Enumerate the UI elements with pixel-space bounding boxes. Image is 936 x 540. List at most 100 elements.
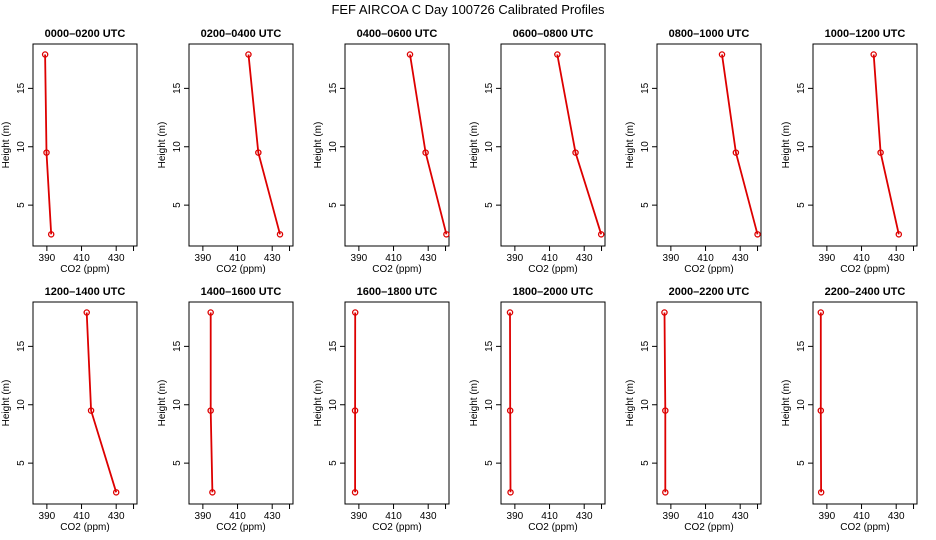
y-tick-label: 15: [16, 340, 27, 352]
plot-frame: [32, 43, 138, 247]
y-tick-label: 5: [484, 460, 495, 466]
data-point: [422, 149, 429, 156]
data-point: [43, 149, 50, 156]
data-point: [47, 231, 55, 238]
y-axis-label: Height (m): [469, 380, 480, 427]
data-point: [754, 231, 761, 238]
data-point: [506, 309, 514, 316]
data-point: [112, 489, 120, 496]
panel-title: 1000–1200 UTC: [825, 28, 906, 40]
x-tick-label: 430: [264, 511, 281, 522]
x-tick-label: 430: [732, 511, 749, 522]
y-tick-label: 5: [16, 460, 27, 466]
y-tick-label: 10: [484, 399, 495, 411]
x-tick-label: 430: [420, 511, 437, 522]
profile-line: [556, 54, 603, 235]
x-tick-label: 410: [853, 511, 870, 522]
x-tick-label: 430: [888, 253, 905, 264]
plot-frame: [656, 301, 762, 505]
plot-frame: [812, 43, 918, 247]
profile-line: [663, 312, 667, 493]
profile-line: [509, 312, 512, 493]
data-point: [732, 149, 740, 156]
x-tick-label: 410: [73, 253, 90, 264]
plot-frame: [32, 301, 138, 505]
panel-title: 0000–0200 UTC: [45, 28, 126, 40]
x-tick-label: 430: [108, 511, 125, 522]
panel-title: 2200–2400 UTC: [825, 286, 906, 298]
y-tick-label: 5: [172, 460, 183, 466]
data-point: [207, 309, 214, 316]
x-tick-label: 430: [732, 253, 749, 264]
panel-title: 0400–0600 UTC: [357, 28, 438, 40]
y-tick-label: 10: [172, 141, 183, 153]
x-tick-label: 390: [39, 253, 56, 264]
data-point: [207, 407, 214, 414]
plot-frame: [812, 301, 918, 505]
data-point: [597, 231, 605, 238]
x-tick-label: 410: [541, 511, 558, 522]
profile-line: [721, 54, 759, 235]
y-tick-label: 15: [328, 82, 339, 94]
x-tick-label: 410: [697, 253, 714, 264]
data-point: [443, 231, 450, 238]
x-tick-label: 390: [663, 253, 680, 264]
y-tick-label: 10: [328, 399, 339, 411]
data-point: [554, 51, 561, 58]
y-axis-label: Height (m): [313, 380, 324, 427]
x-axis-label: CO2 (ppm): [840, 522, 889, 533]
y-tick-label: 5: [328, 460, 339, 466]
y-tick-label: 5: [640, 460, 651, 466]
y-tick-label: 15: [172, 82, 183, 94]
data-point: [817, 309, 825, 316]
plot-frame: [500, 301, 606, 505]
x-tick-label: 410: [697, 511, 714, 522]
y-axis-label: Height (m): [313, 122, 324, 169]
y-tick-label: 10: [484, 141, 495, 153]
x-axis-label: CO2 (ppm): [216, 264, 265, 275]
data-point: [87, 407, 95, 414]
data-point: [255, 149, 262, 156]
data-point: [351, 309, 359, 316]
x-tick-label: 390: [819, 253, 836, 264]
y-tick-label: 10: [640, 141, 651, 153]
x-axis-label: CO2 (ppm): [528, 522, 577, 533]
profile-line: [44, 54, 53, 235]
data-point: [817, 407, 825, 414]
data-point: [351, 407, 359, 414]
plot-frame: [500, 43, 606, 247]
x-tick-label: 390: [195, 511, 212, 522]
x-tick-label: 410: [385, 511, 402, 522]
y-axis-label: Height (m): [469, 122, 480, 169]
profile-line: [85, 312, 118, 493]
x-axis-label: CO2 (ppm): [840, 264, 889, 275]
y-tick-label: 10: [172, 399, 183, 411]
y-tick-label: 5: [484, 202, 495, 208]
y-tick-label: 15: [796, 340, 807, 352]
data-point: [817, 489, 825, 496]
x-tick-label: 430: [420, 253, 437, 264]
x-tick-label: 390: [39, 511, 56, 522]
data-point: [877, 149, 884, 156]
y-axis-label: Height (m): [781, 122, 792, 169]
x-axis-label: CO2 (ppm): [216, 522, 265, 533]
x-tick-label: 410: [229, 253, 246, 264]
y-tick-label: 5: [796, 202, 807, 208]
plot-frame: [188, 301, 294, 505]
panel-title: 2000–2200 UTC: [669, 286, 750, 298]
plot-frame: [344, 301, 450, 505]
x-tick-label: 430: [576, 253, 593, 264]
x-tick-label: 390: [819, 511, 836, 522]
data-point: [895, 231, 903, 238]
